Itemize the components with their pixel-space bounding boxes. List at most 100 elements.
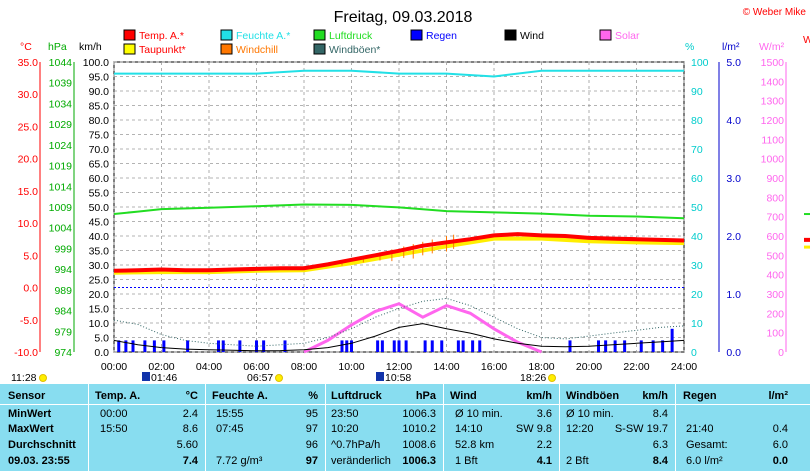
table-cell-label: Ø 10 min. (566, 408, 614, 420)
temp-tick-label: 15.0 (18, 186, 39, 198)
pressure-tick-label: 999 (54, 243, 72, 255)
temp-tick-label: 5.0 (23, 250, 38, 262)
table-cell-value: 1006.3 (402, 455, 436, 467)
solar-tick-label: 1400 (761, 76, 785, 88)
table-cell-value: 3.6 (536, 408, 552, 420)
sun-icon (548, 374, 556, 382)
sun-icon (275, 374, 283, 382)
solar-tick-label: 600 (766, 231, 784, 243)
wind-tick-label: 35.0 (89, 246, 110, 258)
wind-tick-label: 25.0 (89, 275, 110, 287)
table-divider (675, 384, 676, 471)
pressure-tick-label: 1029 (49, 119, 73, 131)
marker-time-label: 11:28 (11, 372, 37, 384)
table-header: Sensor (8, 390, 46, 402)
humidity-tick-label: 0 (691, 347, 697, 359)
pressure-tick-label: 989 (54, 285, 72, 297)
percent-header: % (685, 41, 694, 53)
weather-chart: Freitag, 09.03.2018 © Weber Mike Temp. A… (11, 7, 810, 384)
legend-label: Temp. A.* (139, 30, 184, 42)
rain-bar (255, 340, 258, 352)
table-cell-label: 2 Bft (566, 455, 589, 467)
pressure-tick-label: 1014 (49, 181, 73, 193)
table-cell-value: 97 (305, 423, 318, 435)
humidity-tick-label: 50 (691, 202, 703, 214)
rain-bar (221, 340, 225, 352)
sunrise-marker-icon (142, 372, 150, 381)
table-row-label: MaxWert (8, 423, 54, 435)
table-cell-label: Gesamt: (686, 439, 728, 451)
x-tick-label: 14:00 (433, 361, 459, 373)
wind-tick-label: 95.0 (89, 72, 110, 84)
rain-tick-label: 2.0 (726, 231, 741, 243)
table-header: km/h (526, 390, 552, 402)
solar-line (303, 302, 543, 354)
table-divider (559, 384, 560, 471)
axes: 35.0 30.0 25.0 20.0 15.0 10.0 5.0 0.0 -5.0 -10.0 1… (14, 57, 810, 373)
legend-label: Wind (520, 30, 544, 42)
legend-swatch (123, 43, 136, 55)
solar-tick-label: 1100 (761, 134, 784, 146)
wind-tick-label: 5.0 (94, 333, 109, 345)
table-cell-label: 07:45 (216, 423, 244, 435)
table-cell-label: 7.72 g/m³ (216, 455, 263, 467)
table-cell-value: S-SW 19.7 (614, 423, 668, 435)
humidity-tick-label: 70 (691, 144, 703, 156)
x-tick-label: 24:00 (671, 361, 697, 373)
x-tick-label: 22:00 (623, 361, 649, 373)
table-header: l/m² (768, 390, 788, 402)
legend-swatch (123, 29, 136, 41)
legend-label: Taupunkt* (139, 44, 186, 56)
table-cell-value: 96 (305, 439, 318, 451)
table-cell-label: 00:00 (100, 408, 128, 420)
rain-bar (350, 340, 353, 352)
humidity-tick-label: 40 (691, 231, 703, 243)
table-cell-value: 4.1 (536, 455, 552, 467)
table-header: Regen (683, 390, 717, 402)
table-row-label: MinWert (8, 408, 52, 420)
solar-tick-label: 1300 (761, 96, 785, 108)
solar-tick-label: 300 (766, 289, 784, 301)
table-cell-label: Ø 10 min. (455, 408, 503, 420)
table-header: °C (185, 390, 198, 402)
table-header: % (308, 390, 318, 402)
table-cell-value: 95 (305, 408, 318, 420)
rain-bar (440, 340, 444, 352)
rain-bar (380, 340, 384, 352)
wind-tick-label: 30.0 (89, 260, 110, 272)
table-header: Feuchte A. (212, 390, 268, 402)
rain-bar (397, 340, 401, 352)
pressure-tick-label: 1044 (49, 57, 73, 69)
x-tick-label: 04:00 (196, 361, 222, 373)
rain-bar (661, 340, 665, 352)
table-cell-label: 1 Bft (455, 455, 478, 467)
table-cell-label: 12:20 (566, 423, 594, 435)
x-tick-label: 02:00 (148, 361, 174, 373)
rain-bar (124, 340, 128, 352)
x-tick-label: 06:00 (243, 361, 269, 373)
legend-swatch (220, 43, 233, 55)
table-cell-value: 8.4 (652, 455, 668, 467)
legend-label: Windböen* (329, 44, 380, 56)
rain-bar (186, 340, 190, 352)
rain-tick-label: 0.0 (726, 347, 741, 359)
table-cell-value: 8.6 (182, 423, 198, 435)
plot-area (113, 61, 685, 354)
table-divider (205, 384, 206, 471)
rain-tick-label: 5.0 (726, 57, 741, 69)
x-tick-label: 10:00 (338, 361, 364, 373)
solar-tick-label: 1500 (761, 57, 785, 69)
table-cell-value: 2.2 (536, 439, 552, 451)
legend-swatch (220, 29, 233, 41)
table-cell-label: 21:40 (686, 423, 714, 435)
temp-tick-label: 35.0 (18, 57, 39, 69)
table-cell-value: 1008.6 (402, 439, 436, 451)
table-cell-value: 8.4 (652, 408, 668, 420)
rain-bar (345, 340, 349, 352)
time-markers: 11:28 01:46 06:57 10:58 18:26 (11, 372, 556, 384)
rain-tick-label: 4.0 (726, 115, 741, 127)
rain-bar (639, 340, 643, 352)
x-tick-label: 08:00 (291, 361, 317, 373)
axis-headers: °C hPa km/h% l/m² W/m² W (20, 34, 810, 53)
rain-tick-label: 3.0 (726, 173, 741, 185)
